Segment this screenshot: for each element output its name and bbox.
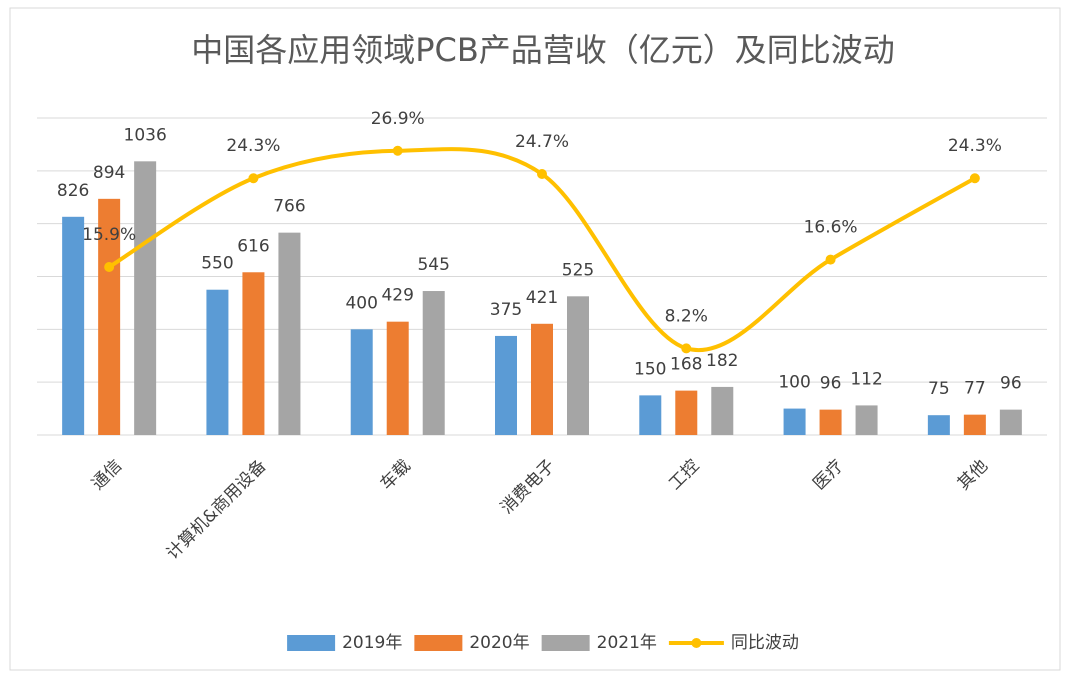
- data-label: 24.7%: [515, 132, 569, 152]
- legend-swatch: [287, 635, 336, 651]
- data-label: 24.3%: [226, 136, 280, 156]
- legend-label: 2021年: [597, 633, 657, 653]
- bar: [531, 323, 553, 435]
- line-point: [825, 254, 836, 265]
- legend-label: 同比波动: [731, 633, 799, 653]
- data-label: 375: [490, 300, 522, 320]
- data-label: 545: [417, 255, 449, 275]
- data-label: 100: [778, 373, 810, 393]
- bar: [495, 335, 517, 435]
- bar: [62, 216, 85, 435]
- bar: [567, 296, 589, 435]
- legend-swatch: [691, 638, 702, 648]
- data-label: 112: [850, 369, 882, 389]
- bar: [675, 390, 698, 435]
- data-label: 550: [201, 254, 233, 274]
- data-label: 15.9%: [82, 225, 136, 245]
- bar: [855, 405, 878, 435]
- data-label: 429: [381, 286, 413, 306]
- data-label: 1036: [124, 125, 167, 145]
- bar: [783, 408, 806, 435]
- bar: [927, 415, 950, 435]
- bar: [386, 321, 409, 435]
- bar: [422, 291, 445, 435]
- data-label: 421: [526, 288, 558, 308]
- line-point: [392, 145, 403, 156]
- data-label: 894: [93, 163, 125, 183]
- line-point: [537, 169, 547, 180]
- bar: [206, 289, 229, 435]
- data-label: 77: [964, 379, 986, 399]
- data-label: 24.3%: [948, 136, 1002, 156]
- line-point: [681, 343, 692, 354]
- legend-swatch: [541, 635, 590, 651]
- bar: [350, 329, 373, 435]
- bar: [819, 409, 842, 435]
- data-label: 766: [273, 197, 305, 217]
- data-label: 75: [928, 379, 950, 399]
- data-label: 826: [57, 181, 89, 201]
- bar: [639, 395, 662, 435]
- data-label: 150: [634, 359, 666, 379]
- chart-title: 中国各应用领域PCB产品营收（亿元）及同比波动: [191, 31, 895, 69]
- legend-swatch: [414, 635, 463, 651]
- legend-label: 2019年: [342, 633, 402, 653]
- bar: [278, 232, 301, 435]
- bar: [134, 161, 157, 435]
- bar: [999, 409, 1022, 435]
- bar: [98, 198, 121, 435]
- line-point: [969, 173, 980, 184]
- data-label: 96: [1000, 374, 1022, 394]
- line-point: [248, 173, 259, 184]
- data-label: 96: [820, 374, 842, 394]
- bar: [963, 414, 986, 435]
- legend-label: 2020年: [469, 633, 529, 653]
- line-point: [104, 261, 115, 272]
- data-label: 168: [670, 355, 702, 375]
- data-label: 16.6%: [804, 218, 858, 238]
- data-label: 8.2%: [665, 306, 708, 326]
- data-label: 182: [706, 351, 738, 371]
- data-label: 616: [237, 236, 269, 256]
- bar: [242, 272, 265, 435]
- bar: [711, 386, 734, 435]
- data-label: 525: [562, 260, 594, 280]
- data-label: 26.9%: [371, 109, 425, 129]
- data-label: 400: [345, 293, 377, 313]
